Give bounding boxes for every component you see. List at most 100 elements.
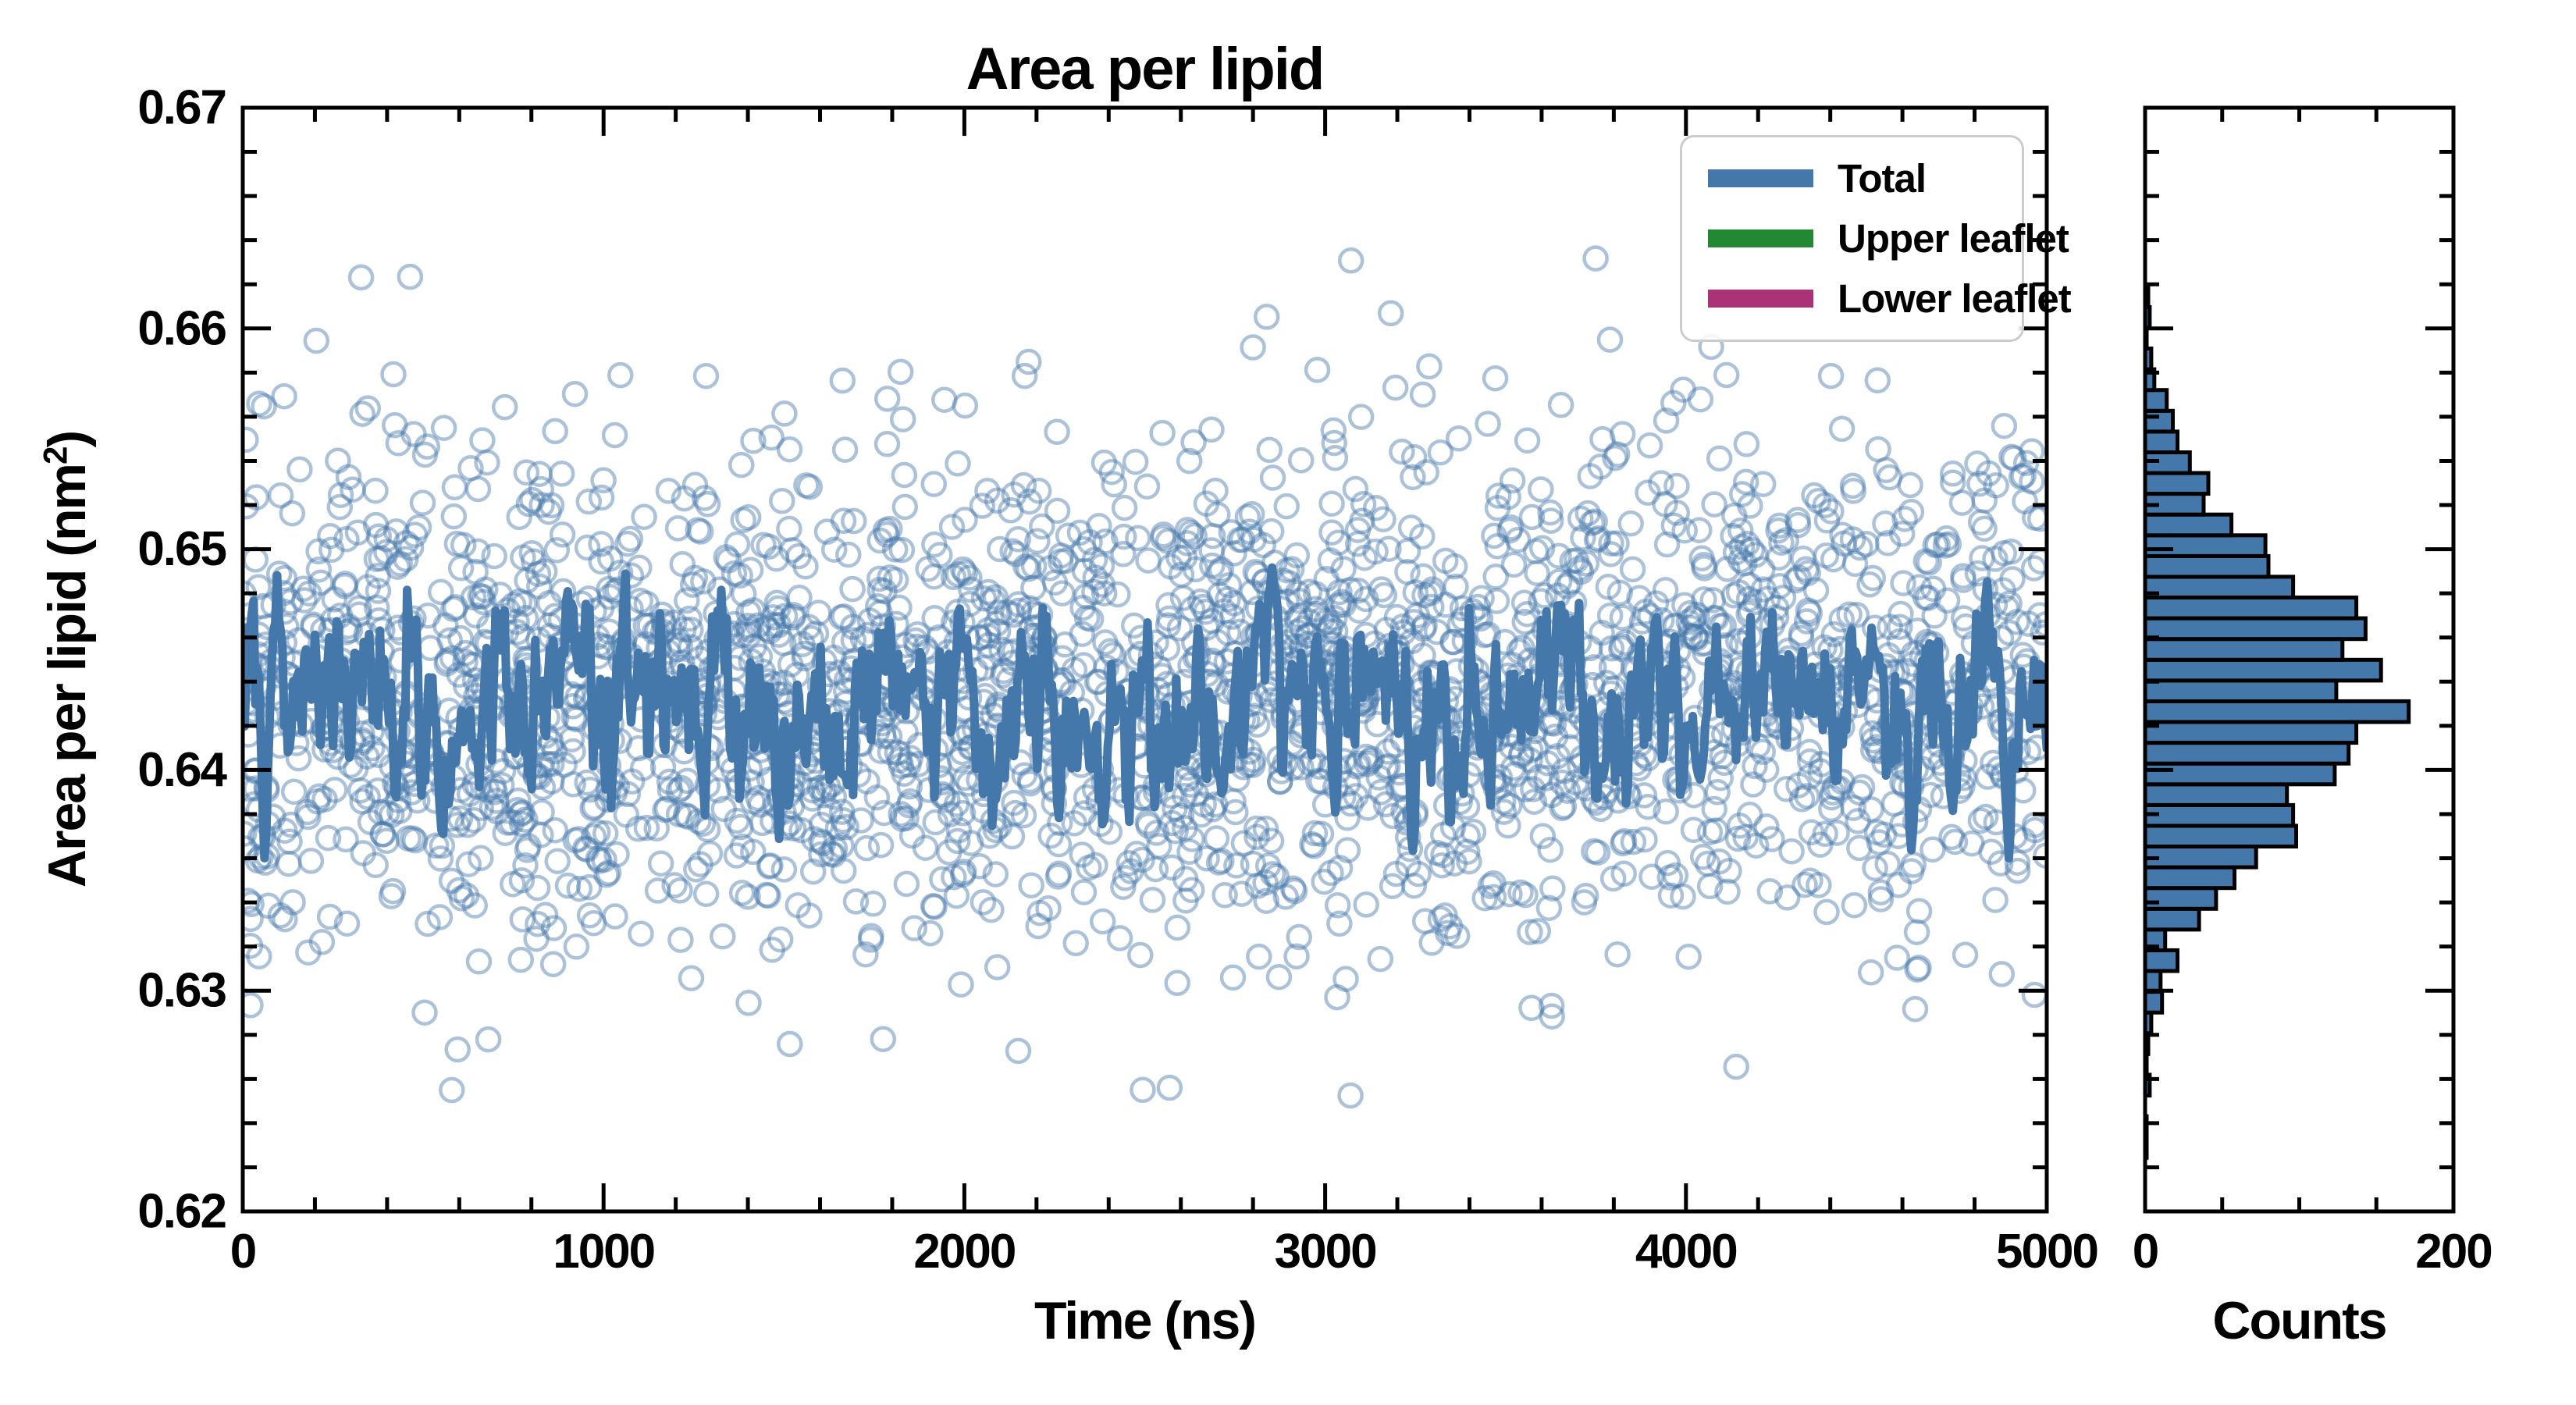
scatter-point bbox=[481, 542, 507, 570]
scatter-point bbox=[1653, 407, 1680, 434]
scatter-point bbox=[893, 805, 920, 831]
scatter-point bbox=[888, 801, 914, 827]
hist-bar bbox=[2145, 678, 2339, 704]
scatter-point bbox=[1841, 891, 1868, 919]
scatter-point bbox=[856, 607, 884, 634]
scatter-point bbox=[1324, 984, 1350, 1011]
scatter-point bbox=[1707, 764, 1734, 791]
scatter-point bbox=[1867, 879, 1895, 905]
scatter-point bbox=[1663, 500, 1691, 526]
scatter-point bbox=[710, 923, 736, 950]
scatter-point bbox=[1843, 602, 1870, 628]
scatter-point bbox=[777, 651, 804, 678]
scatter-point bbox=[1696, 873, 1724, 900]
scatter-point bbox=[1921, 603, 1948, 629]
scatter-point bbox=[1475, 621, 1501, 648]
scatter-point bbox=[978, 896, 1005, 923]
scatter-point bbox=[1974, 763, 2001, 790]
scatter-point bbox=[1742, 589, 1769, 616]
scatter-point bbox=[1481, 522, 1507, 550]
scatter-point bbox=[1453, 838, 1481, 866]
scatter-point bbox=[539, 768, 565, 795]
scatter-point bbox=[465, 948, 493, 975]
scatter-point bbox=[891, 493, 919, 521]
scatter-point bbox=[1410, 642, 1436, 669]
scatter-point bbox=[1024, 528, 1051, 555]
scatter-point bbox=[833, 813, 860, 841]
scatter-point bbox=[1443, 573, 1469, 600]
legend-swatch-total bbox=[1708, 169, 1813, 187]
scatter-point bbox=[1939, 469, 1966, 496]
scatter-point bbox=[426, 904, 454, 930]
scatter-point bbox=[1330, 591, 1357, 618]
scatter-point bbox=[436, 627, 463, 654]
scatter-point bbox=[1020, 574, 1047, 601]
scatter-point bbox=[1029, 513, 1055, 540]
scatter-point bbox=[1897, 471, 1923, 499]
scatter-point bbox=[1609, 633, 1635, 660]
scatter-point bbox=[760, 612, 787, 638]
scatter-point bbox=[512, 605, 539, 631]
scatter-point bbox=[467, 582, 493, 610]
scatter-point bbox=[1596, 326, 1624, 353]
scatter-point bbox=[246, 943, 272, 969]
scatter-point bbox=[1445, 425, 1472, 452]
scatter-point bbox=[661, 872, 688, 898]
scatter-point bbox=[866, 599, 893, 627]
scatter-point bbox=[514, 837, 541, 863]
scatter-point bbox=[347, 264, 375, 291]
scatter-point bbox=[1353, 585, 1379, 613]
scatter-point bbox=[1321, 429, 1347, 457]
scatter-point bbox=[1174, 530, 1201, 557]
scatter-point bbox=[303, 327, 330, 354]
scatter-point bbox=[940, 564, 967, 591]
scatter-point bbox=[1382, 860, 1410, 887]
scatter-point bbox=[1750, 576, 1777, 603]
scatter-point bbox=[1353, 891, 1379, 918]
scatter-point bbox=[1704, 779, 1731, 806]
hist-bar bbox=[2145, 886, 2218, 911]
scatter-point bbox=[1517, 737, 1544, 763]
scatter-point bbox=[1071, 800, 1098, 827]
legend-swatch-lower-leaflet bbox=[1708, 290, 1813, 308]
scatter-point bbox=[1506, 638, 1532, 665]
scatter-point bbox=[508, 810, 535, 838]
scatter-point bbox=[342, 756, 369, 782]
scatter-point bbox=[1110, 541, 1137, 567]
scatter-point bbox=[1817, 362, 1845, 389]
scatter-point bbox=[562, 827, 589, 854]
scatter-point bbox=[448, 885, 475, 912]
scatter-point bbox=[1337, 1082, 1364, 1109]
scatter-point bbox=[1788, 620, 1815, 647]
scatter-point bbox=[279, 500, 306, 527]
scatter-point bbox=[1382, 374, 1409, 401]
scatter-point bbox=[1507, 879, 1534, 906]
scatter-point bbox=[728, 813, 754, 841]
scatter-point bbox=[1678, 614, 1704, 642]
scatter-point bbox=[580, 823, 607, 850]
scatter-point bbox=[331, 573, 358, 599]
scatter-point bbox=[1890, 570, 1916, 596]
scatter-point bbox=[1817, 637, 1844, 663]
scatter-point bbox=[1991, 412, 2018, 439]
scatter-point bbox=[1001, 789, 1027, 816]
scatter-point bbox=[1098, 458, 1125, 486]
hist-bar bbox=[2145, 388, 2169, 413]
scatter-point bbox=[1546, 542, 1572, 569]
scatter-point bbox=[1638, 863, 1665, 890]
scatter-point bbox=[1587, 454, 1614, 480]
scatter-point bbox=[1795, 560, 1821, 586]
scatter-point bbox=[595, 859, 622, 886]
scatter-point bbox=[512, 806, 539, 833]
scatter-point bbox=[1302, 596, 1329, 623]
scatter-point bbox=[1205, 849, 1233, 876]
scatter-point bbox=[1405, 860, 1432, 887]
scatter-point bbox=[1975, 460, 2002, 487]
scatter-point bbox=[678, 617, 704, 643]
scatter-point bbox=[434, 647, 461, 674]
scatter-point bbox=[1812, 492, 1839, 518]
scatter-point bbox=[468, 795, 495, 821]
scatter-point bbox=[724, 807, 750, 834]
scatter-point bbox=[279, 889, 306, 916]
scatter-point bbox=[896, 773, 923, 800]
